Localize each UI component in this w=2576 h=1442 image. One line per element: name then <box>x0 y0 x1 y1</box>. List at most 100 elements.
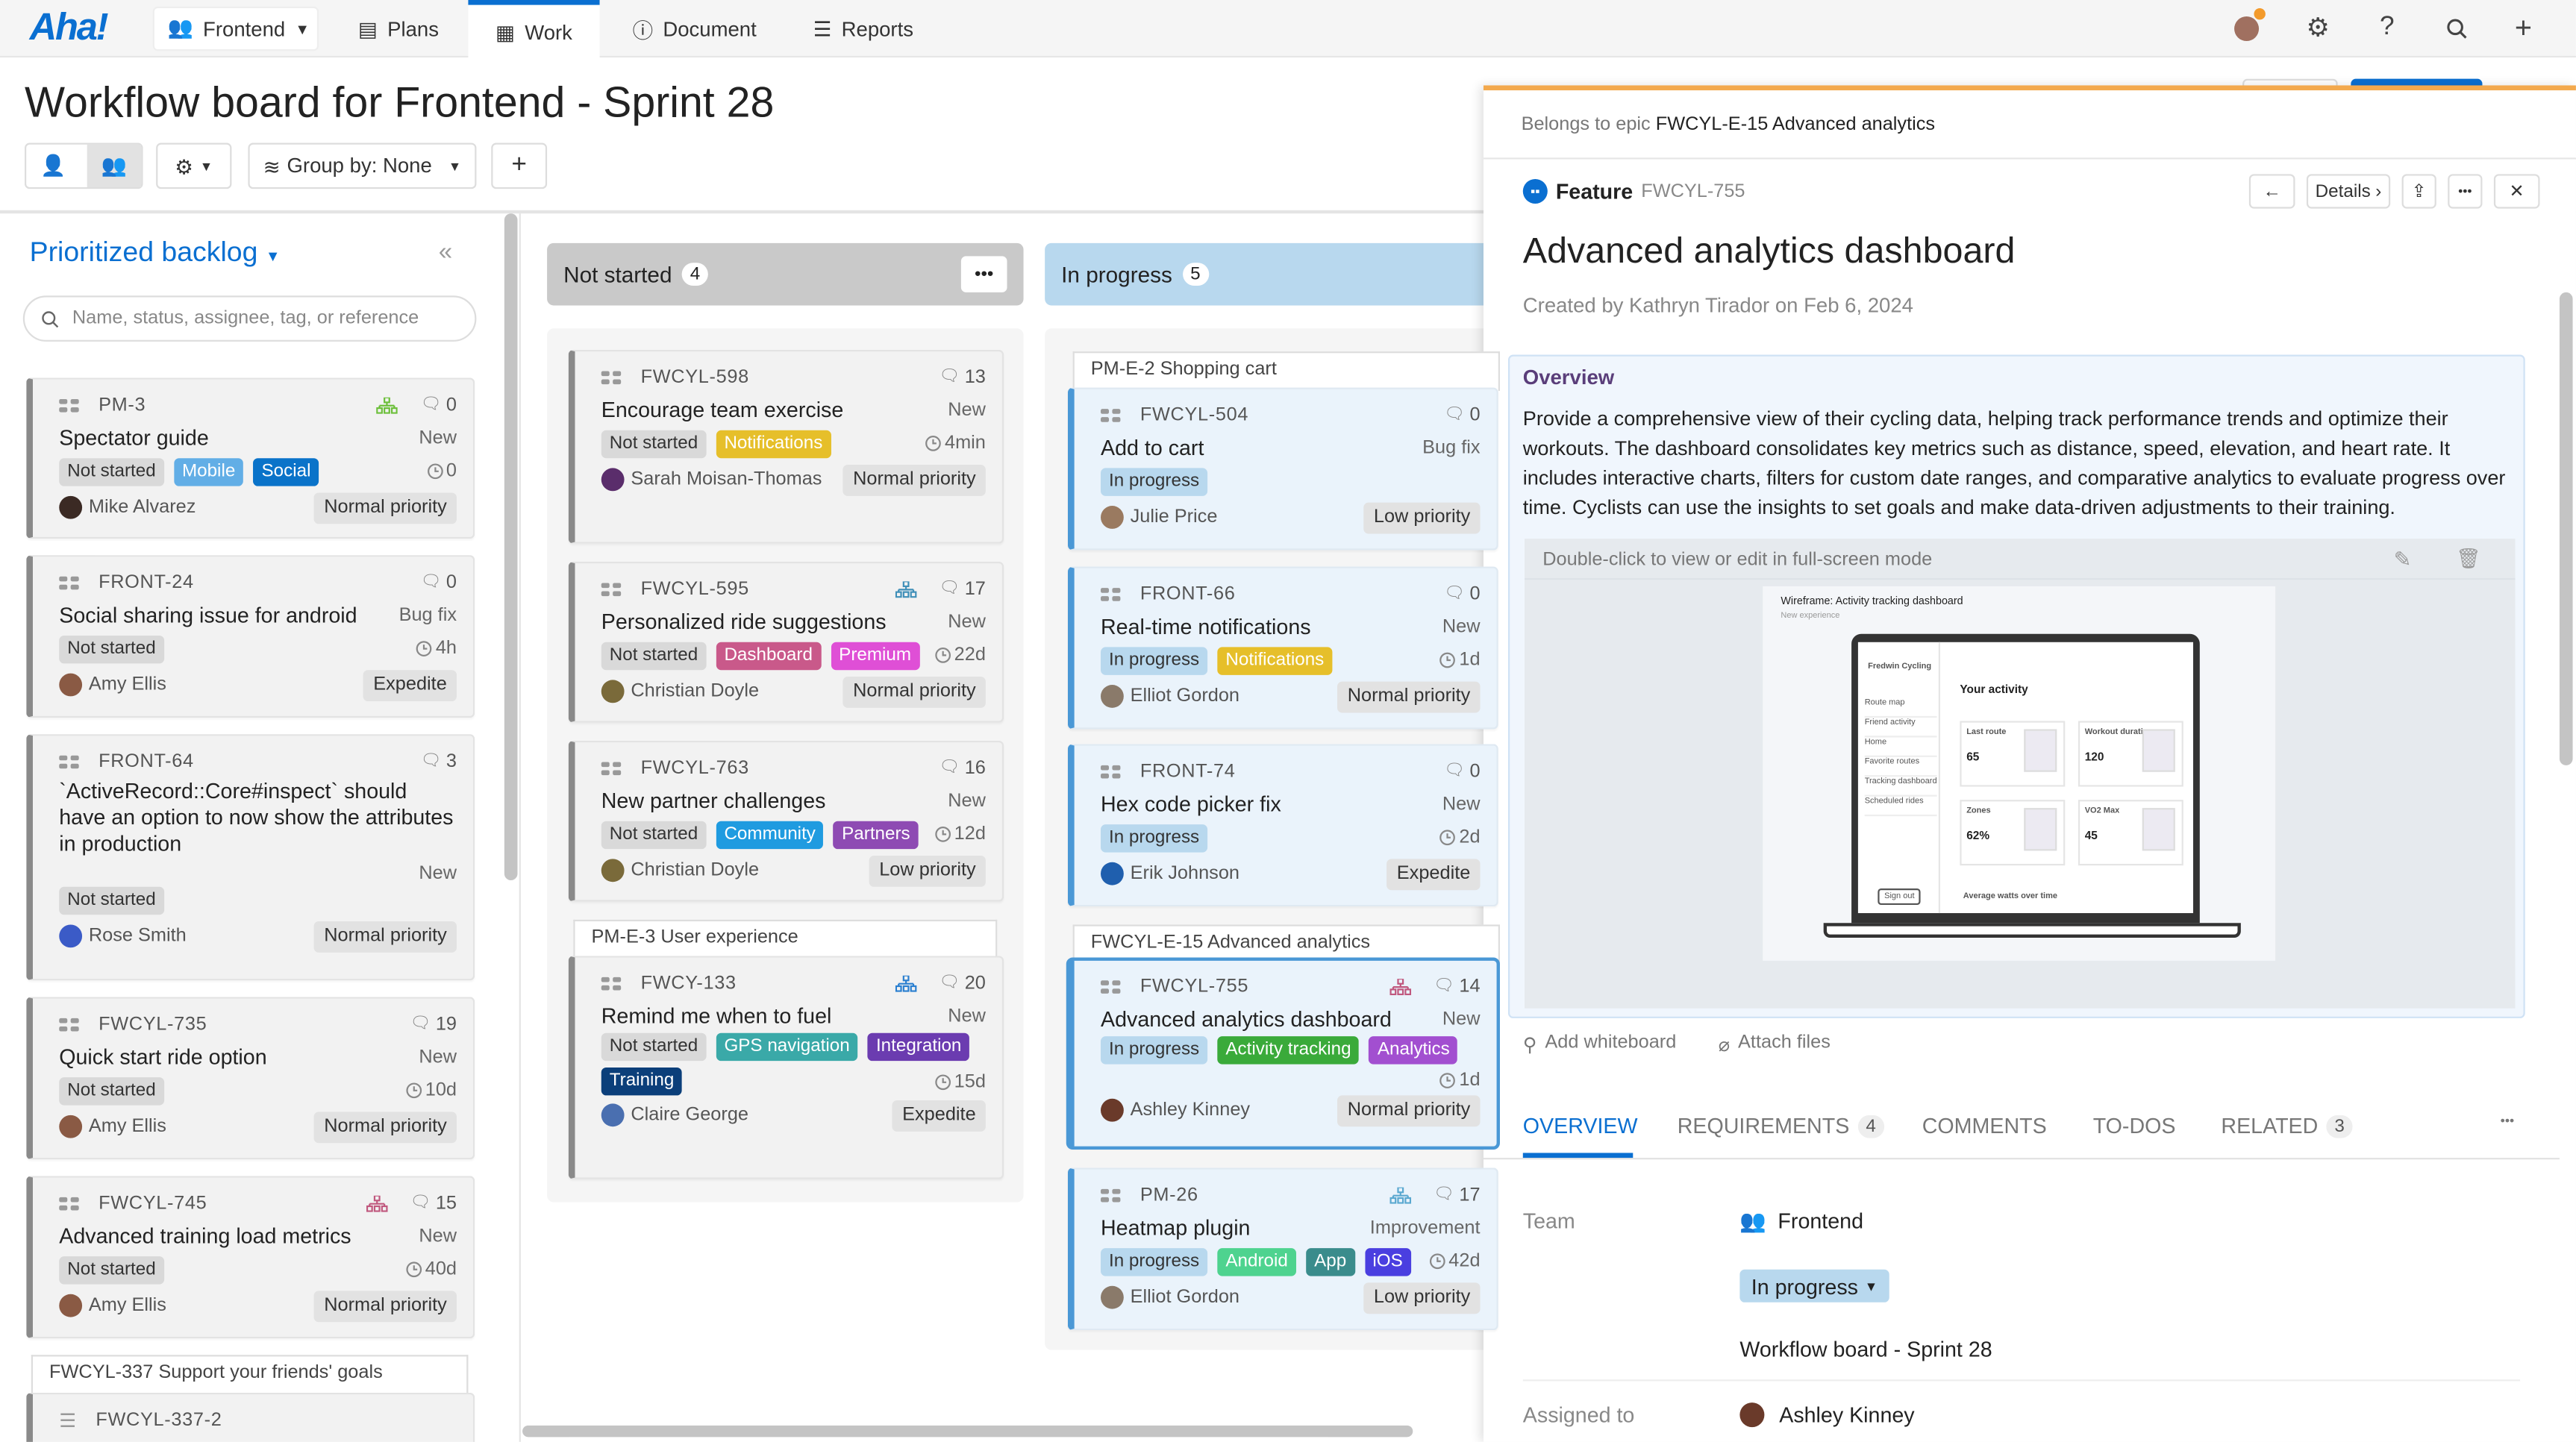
back-button[interactable]: ← <box>2248 174 2295 209</box>
tag-android[interactable]: Android <box>1217 1247 1296 1276</box>
tag-app[interactable]: App <box>1306 1247 1355 1276</box>
individual-view-button[interactable]: 👤 <box>40 153 66 177</box>
tab-todos[interactable]: TO-DOS <box>2093 1114 2176 1138</box>
priority-pill[interactable]: Low priority <box>1363 1282 1481 1314</box>
status-pill[interactable]: Not started <box>601 820 707 849</box>
card-title[interactable]: Add to cart <box>1101 435 1204 460</box>
tabs-more-button[interactable]: ••• <box>2500 1113 2515 1129</box>
attach-files-button[interactable]: ⌀ Attach files <box>1719 1033 1831 1056</box>
drag-handle-icon[interactable] <box>601 762 622 776</box>
aha-logo[interactable]: Aha! <box>29 4 109 48</box>
epic-group-header[interactable]: PM-E-3 User experience <box>573 919 998 959</box>
assignee[interactable]: Rose Smith <box>59 924 187 948</box>
assignee-field-value[interactable]: Ashley Kinney <box>1739 1402 1915 1428</box>
tab-comments[interactable]: COMMENTS <box>1922 1114 2047 1138</box>
drag-handle-icon[interactable] <box>601 977 622 991</box>
status-pill[interactable]: Not started <box>601 429 707 458</box>
epic-group-header[interactable]: FWCYL-E-15 Advanced analytics <box>1072 924 1500 965</box>
tab-overview[interactable]: OVERVIEW <box>1523 1114 1638 1138</box>
panel-scrollbar[interactable] <box>2559 292 2573 765</box>
status-pill[interactable]: Not started <box>601 641 707 670</box>
priority-pill[interactable]: Normal priority <box>314 1290 457 1322</box>
feature-card[interactable]: FRONT-24 🗨 0 Social sharing issue for andro… <box>26 555 475 718</box>
drag-handle-icon[interactable] <box>1101 409 1121 422</box>
tab-plans[interactable]: ▤ Plans <box>345 7 451 51</box>
drag-handle-icon[interactable] <box>1101 588 1121 601</box>
assignee[interactable]: Sarah Moisan-Thomas <box>601 468 822 492</box>
group-by-dropdown[interactable]: ≋ Group by: None ▼ <box>248 142 477 189</box>
epic-group-header[interactable]: FWCYL-337 Support your friends' goals <box>31 1355 469 1395</box>
assignee[interactable]: Ashley Kinney <box>1101 1098 1250 1122</box>
drag-handle-icon[interactable] <box>59 755 79 769</box>
card-title[interactable]: Real-time notifications <box>1101 614 1311 639</box>
settings-gear-icon[interactable]: ⚙ <box>2306 14 2330 43</box>
priority-pill[interactable]: Normal priority <box>842 463 986 495</box>
feature-card[interactable]: FWCYL-735 🗨 19 Quick start ride option New No… <box>26 997 475 1160</box>
add-button[interactable]: + <box>491 142 548 189</box>
feature-title[interactable]: Advanced analytics dashboard <box>1522 230 2016 272</box>
card-title[interactable]: Advanced training load metrics <box>59 1223 351 1249</box>
settings-dropdown-button[interactable]: ⚙ ▼ <box>156 142 232 189</box>
assignee[interactable]: Christian Doyle <box>601 680 759 703</box>
assignee[interactable]: Erik Johnson <box>1101 862 1239 885</box>
help-icon[interactable]: ? <box>2379 13 2395 42</box>
user-avatar[interactable] <box>2231 8 2266 43</box>
tag-partners[interactable]: Partners <box>834 820 919 849</box>
priority-pill[interactable]: Low priority <box>1363 501 1481 533</box>
tab-reports[interactable]: ☰ Reports <box>800 7 927 51</box>
assignee[interactable]: Claire George <box>601 1103 748 1127</box>
tag-notifications[interactable]: Notifications <box>716 429 831 458</box>
priority-pill[interactable]: Expedite <box>363 669 457 700</box>
assignee[interactable]: Amy Ellis <box>59 673 166 697</box>
tag-analytics[interactable]: Analytics <box>1369 1036 1458 1065</box>
feature-card[interactable]: PM-3 🗨 0 Spectator guide New Not started Mobil… <box>26 377 475 539</box>
board-horizontal-scrollbar[interactable] <box>522 1425 1413 1438</box>
status-pill[interactable]: In progress <box>1101 646 1208 674</box>
assignee[interactable]: Amy Ellis <box>59 1294 166 1317</box>
assignee[interactable]: Julie Price <box>1101 506 1217 529</box>
details-button[interactable]: Details › <box>2306 174 2391 209</box>
drag-handle-icon[interactable] <box>59 398 79 413</box>
close-button[interactable]: ✕ <box>2493 174 2540 209</box>
tag-dashboard[interactable]: Dashboard <box>716 641 821 670</box>
drag-handle-icon[interactable] <box>1101 980 1121 994</box>
tag-gps-navigation[interactable]: GPS navigation <box>716 1032 858 1062</box>
drag-handle-icon[interactable] <box>1101 765 1121 779</box>
tag-training[interactable]: Training <box>601 1067 683 1096</box>
more-options-button[interactable]: ••• <box>2448 174 2483 209</box>
tab-document[interactable]: ⓘ Document <box>619 7 769 51</box>
column-menu-button[interactable]: ••• <box>960 256 1007 292</box>
card-title[interactable]: Remind me when to fuel <box>601 1003 832 1029</box>
share-icon[interactable]: ⇪ <box>2401 174 2436 209</box>
epic-link[interactable]: FWCYL-E-15 Advanced analytics <box>1655 115 1936 135</box>
status-pill[interactable]: Not started <box>59 457 164 486</box>
feature-card[interactable]: PM-26 🗨 17 Heatmap plugin Improvement In prog… <box>1067 1167 1498 1331</box>
status-pill[interactable]: In progress <box>1101 467 1208 495</box>
tag-activity-tracking[interactable]: Activity tracking <box>1217 1036 1360 1065</box>
tag-mobile[interactable]: Mobile <box>173 457 244 486</box>
feature-card[interactable]: FWCYL-595 🗨 17 Personalized ride suggestion… <box>568 561 1004 723</box>
add-icon[interactable]: + <box>2514 10 2533 44</box>
card-title[interactable]: Spectator guide <box>59 425 209 451</box>
card-title[interactable]: Social sharing issue for android <box>59 602 357 627</box>
status-dropdown[interactable]: In progress ▼ <box>1739 1269 1889 1302</box>
feature-card[interactable]: FWCY-133 🗨 20 Remind me when to fuel New Not … <box>568 956 1004 1179</box>
collapse-icon[interactable]: « <box>438 238 453 266</box>
status-pill[interactable]: In progress <box>1101 1036 1208 1065</box>
priority-pill[interactable]: Normal priority <box>1337 1094 1481 1126</box>
feature-card[interactable]: FRONT-74 🗨 0 Hex code picker fix New In progr… <box>1067 744 1498 907</box>
feature-card[interactable]: FRONT-66 🗨 0 Real-time notifications New In p… <box>1067 566 1498 730</box>
feature-card[interactable]: FWCYL-745 🗨 15 Advanced training load metri… <box>26 1176 475 1339</box>
priority-pill[interactable]: Low priority <box>869 854 986 886</box>
trash-icon[interactable]: 🗑 <box>2456 547 2481 570</box>
priority-pill[interactable]: Normal priority <box>314 492 457 524</box>
drag-handle-icon[interactable] <box>59 576 79 590</box>
tab-requirements[interactable]: REQUIREMENTS 4 <box>1678 1114 1884 1138</box>
tab-work[interactable]: ▦ Work <box>468 0 600 60</box>
drag-handle-icon[interactable] <box>601 371 622 385</box>
assignee[interactable]: Mike Alvarez <box>59 495 196 519</box>
card-title[interactable]: Hex code picker fix <box>1101 791 1281 817</box>
priority-pill[interactable]: Normal priority <box>314 1111 457 1143</box>
tag-integration[interactable]: Integration <box>867 1032 970 1062</box>
release-value[interactable]: Workflow board - Sprint 28 <box>1739 1337 1992 1362</box>
